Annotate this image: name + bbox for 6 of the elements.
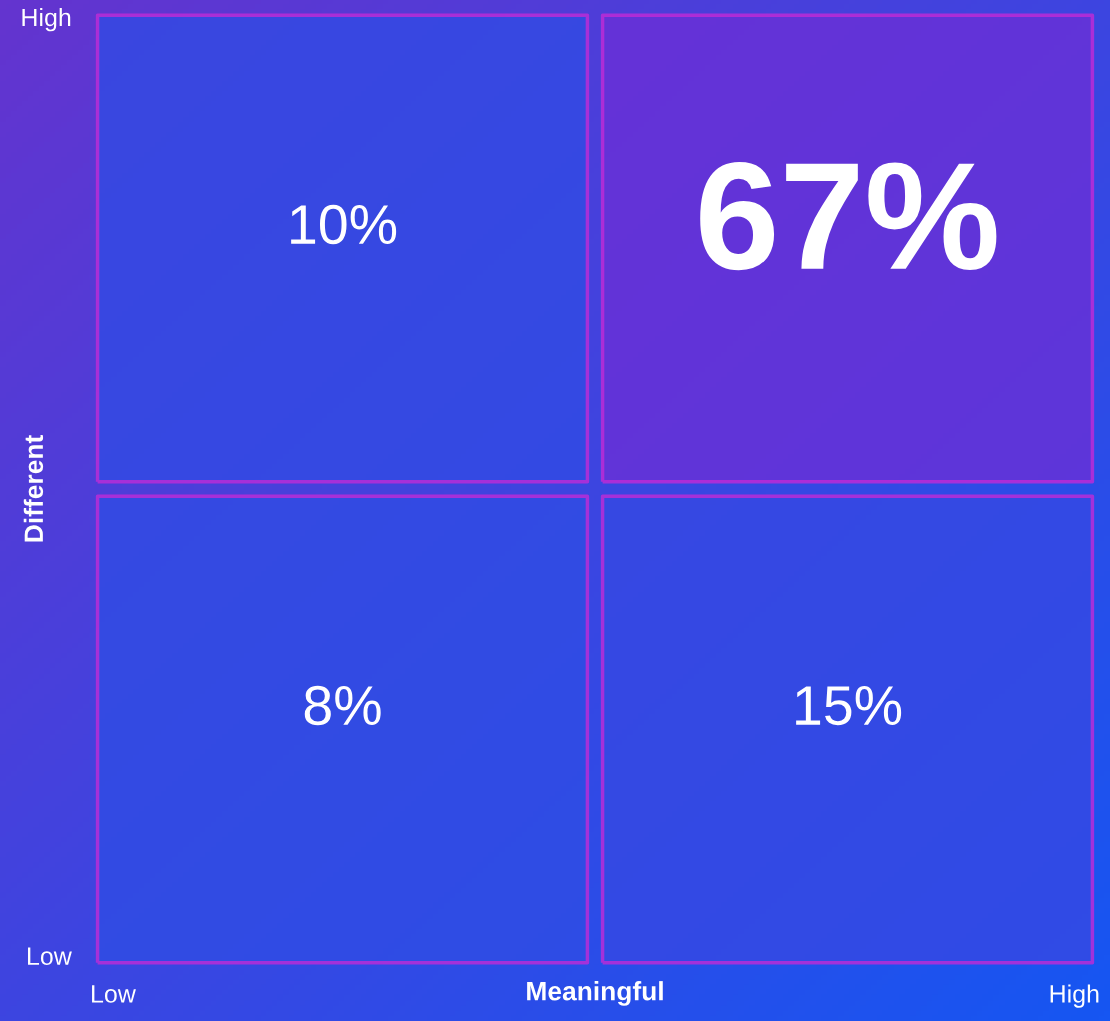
data-label: 10% xyxy=(291,204,397,245)
y-axis-title: Different xyxy=(23,435,44,542)
data-label: 15% xyxy=(796,686,902,726)
data-label: 67% xyxy=(700,162,997,271)
x-axis-title: Meaningful xyxy=(527,981,663,1006)
data-label: 8% xyxy=(304,685,381,726)
